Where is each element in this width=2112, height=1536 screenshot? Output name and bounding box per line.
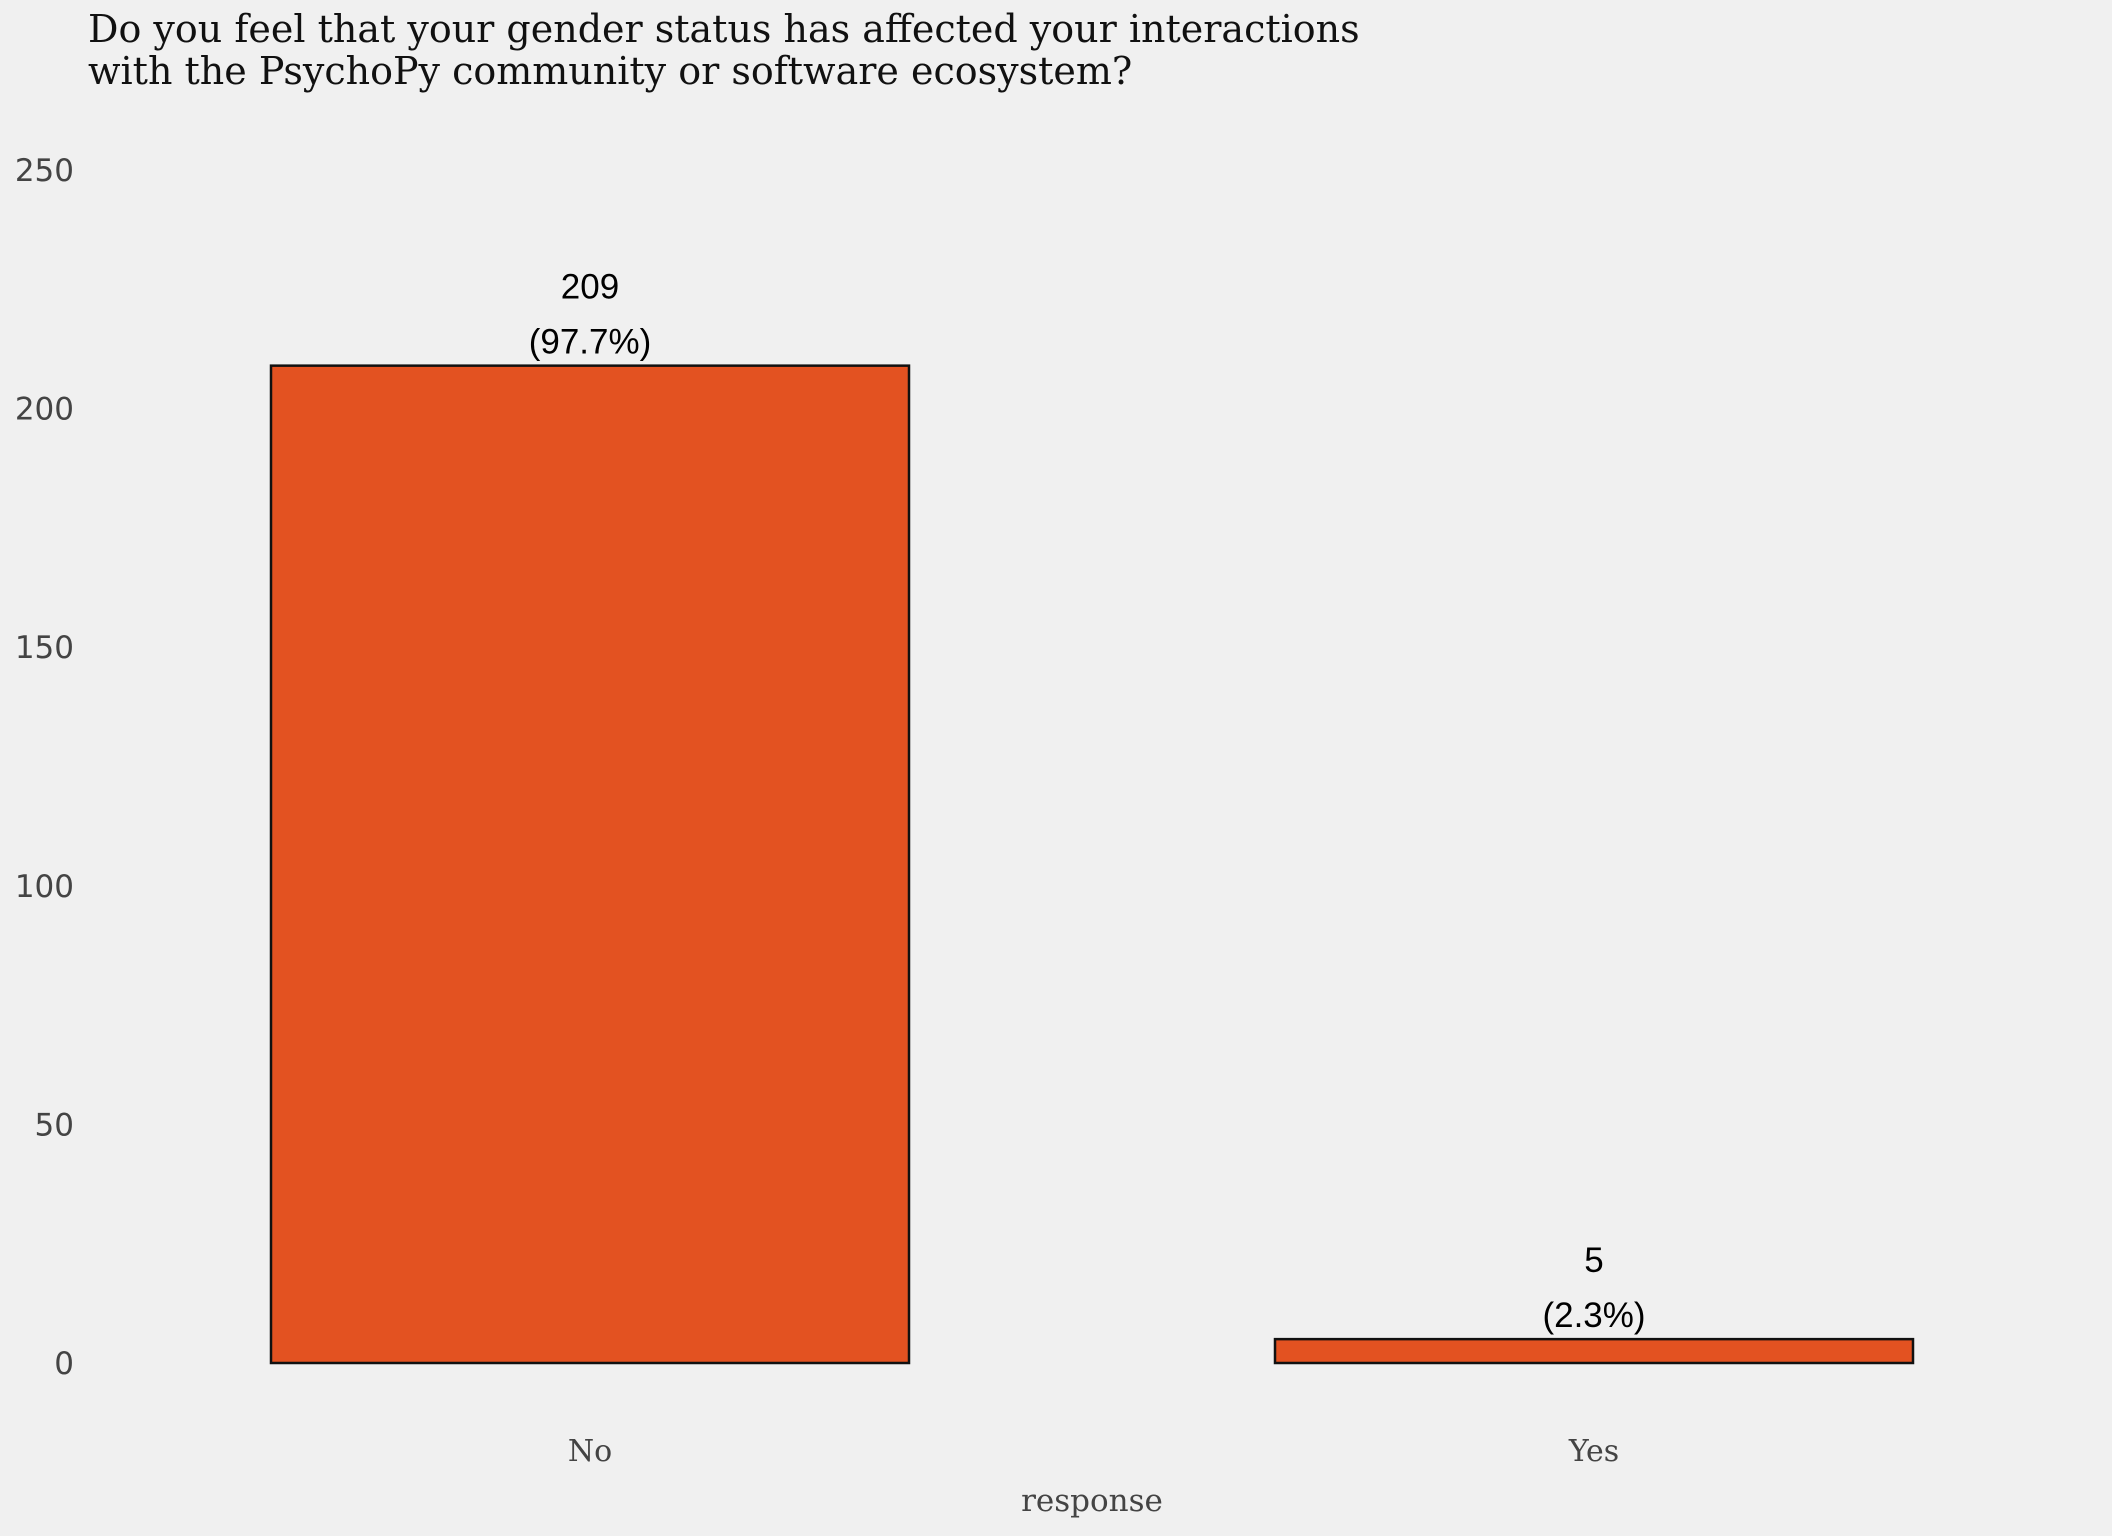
data-label-percent: (2.3%): [1542, 1296, 1645, 1335]
data-label-percent: (97.7%): [529, 323, 652, 362]
y-axis: 0 50 100 150 200 250: [15, 153, 74, 1382]
x-tick-label: No: [568, 1434, 612, 1469]
chart-title-line-1: Do you feel that your gender status has …: [88, 7, 1360, 51]
chart-title: Do you feel that your gender status has …: [88, 8, 1360, 92]
bar-no: [269, 364, 911, 1365]
x-axis: No Yes: [568, 1434, 1619, 1469]
data-labels: 209 (97.7%) 5 (2.3%): [529, 268, 1646, 1335]
bar-yes: [1273, 1337, 1915, 1365]
x-axis-label: response: [1021, 1483, 1163, 1519]
chart-title-line-2: with the PsychoPy community or software …: [88, 49, 1133, 93]
y-tick-label: 250: [15, 153, 74, 189]
x-tick-label: Yes: [1568, 1434, 1619, 1469]
data-label-count: 5: [1584, 1241, 1603, 1280]
bars: [269, 364, 1915, 1365]
y-tick-label: 0: [54, 1346, 74, 1382]
y-tick-label: 150: [15, 630, 74, 666]
y-tick-label: 100: [15, 869, 74, 905]
y-tick-label: 50: [35, 1107, 74, 1143]
y-tick-label: 200: [15, 392, 74, 428]
data-label-count: 209: [561, 268, 619, 307]
